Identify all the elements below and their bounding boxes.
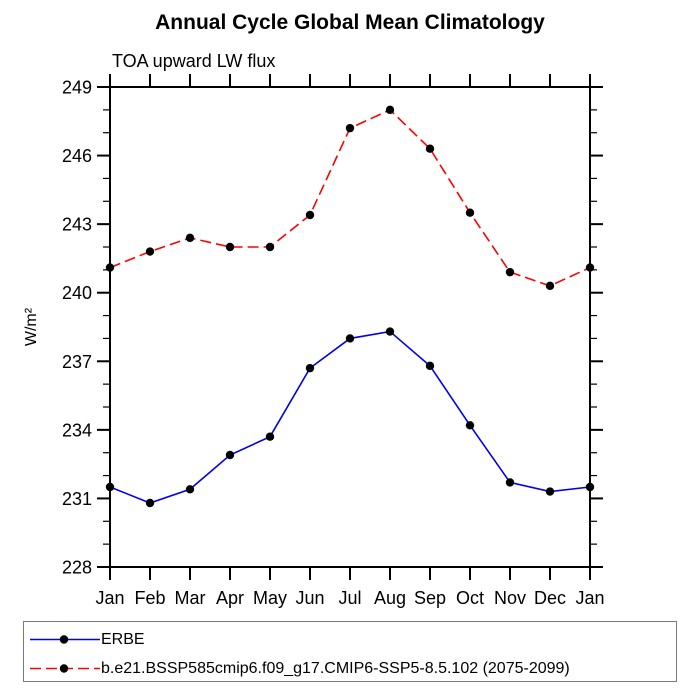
- y-axis-tick-label: 246: [62, 146, 92, 166]
- x-axis-tick-label: Dec: [534, 588, 566, 608]
- data-point-marker: [545, 281, 555, 291]
- y-axis-title: W/m²: [23, 307, 40, 346]
- plot-area: 228 231 234 237 240 243 246 249 Jan Feb Mar Apr May J…: [23, 74, 605, 608]
- legend-item-1: b.e21.BSSP585cmip6.f09_g17.CMIP6-SSP5-8.…: [27, 654, 676, 683]
- data-point-marker: [185, 233, 195, 243]
- data-point-marker: [305, 210, 315, 220]
- plot-frame: [109, 86, 591, 568]
- legend-item-label: ERBE: [101, 631, 145, 648]
- chart-subtitle: TOA upward LW flux: [112, 51, 276, 71]
- legend-item-0: ERBE: [27, 625, 676, 654]
- x-axis-tick-label: Jun: [295, 588, 324, 608]
- x-axis-tick-label: Sep: [414, 588, 446, 608]
- y-axis-tick-label: 240: [62, 283, 92, 303]
- data-point-marker: [385, 327, 395, 336]
- y-axis-tick-label: 228: [62, 558, 92, 578]
- x-axis-tick-label: May: [253, 588, 287, 608]
- x-axis-tick-label: Aug: [374, 588, 406, 608]
- x-axis-tick-label: Jan: [95, 588, 124, 608]
- legend-box: ERBE b.e21.BSSP585cmip6.f09_g17.CMIP6-SSP…: [23, 621, 677, 682]
- data-point-marker: [465, 208, 475, 217]
- x-axis-tick-label: Apr: [216, 588, 244, 608]
- y-axis-tick-label: 237: [62, 352, 92, 372]
- x-axis-tick-label: Mar: [175, 588, 206, 608]
- data-point-marker: [465, 421, 475, 430]
- legend-item-label: b.e21.BSSP585cmip6.f09_g17.CMIP6-SSP5-8.…: [101, 660, 570, 677]
- data-point-marker: [145, 247, 155, 256]
- y-axis-tick-label: 234: [62, 420, 92, 440]
- y-axis-tick-label: 231: [62, 489, 92, 509]
- data-point-marker: [305, 363, 315, 373]
- x-axis-tick-label: Nov: [494, 588, 526, 608]
- data-point-marker: [265, 432, 275, 441]
- data-point-marker: [225, 450, 235, 460]
- series-line-0: [109, 330, 591, 504]
- legend-line-sample: [30, 635, 100, 644]
- data-point-marker: [345, 334, 355, 343]
- legend-marker-icon: [59, 664, 69, 673]
- x-axis-tick-label: Jan: [575, 588, 604, 608]
- data-point-marker: [265, 242, 275, 252]
- data-point-marker: [545, 487, 555, 496]
- data-point-marker: [505, 478, 515, 487]
- y-axis-tick-label: 249: [62, 78, 92, 98]
- x-axis-tick-label: Jul: [338, 588, 361, 608]
- data-point-marker: [145, 498, 155, 508]
- data-point-marker: [225, 242, 235, 252]
- data-point-marker: [105, 263, 115, 272]
- series-line-1: [109, 108, 591, 287]
- y-axis-tick-label: 243: [62, 215, 92, 235]
- data-point-marker: [585, 263, 595, 272]
- data-point-marker: [425, 361, 435, 371]
- legend-marker-icon: [59, 635, 69, 644]
- data-point-marker: [585, 482, 595, 492]
- data-point-marker: [345, 123, 355, 133]
- data-point-marker: [505, 267, 515, 277]
- data-point-marker: [105, 482, 115, 492]
- chart-title: Annual Cycle Global Mean Climatology: [155, 11, 545, 34]
- data-point-marker: [425, 144, 435, 153]
- data-point-marker: [385, 105, 395, 115]
- legend-line-sample: [30, 664, 100, 673]
- x-axis-tick-label: Oct: [456, 588, 484, 608]
- x-axis-tick-label: Feb: [134, 588, 165, 608]
- data-point-marker: [185, 485, 195, 494]
